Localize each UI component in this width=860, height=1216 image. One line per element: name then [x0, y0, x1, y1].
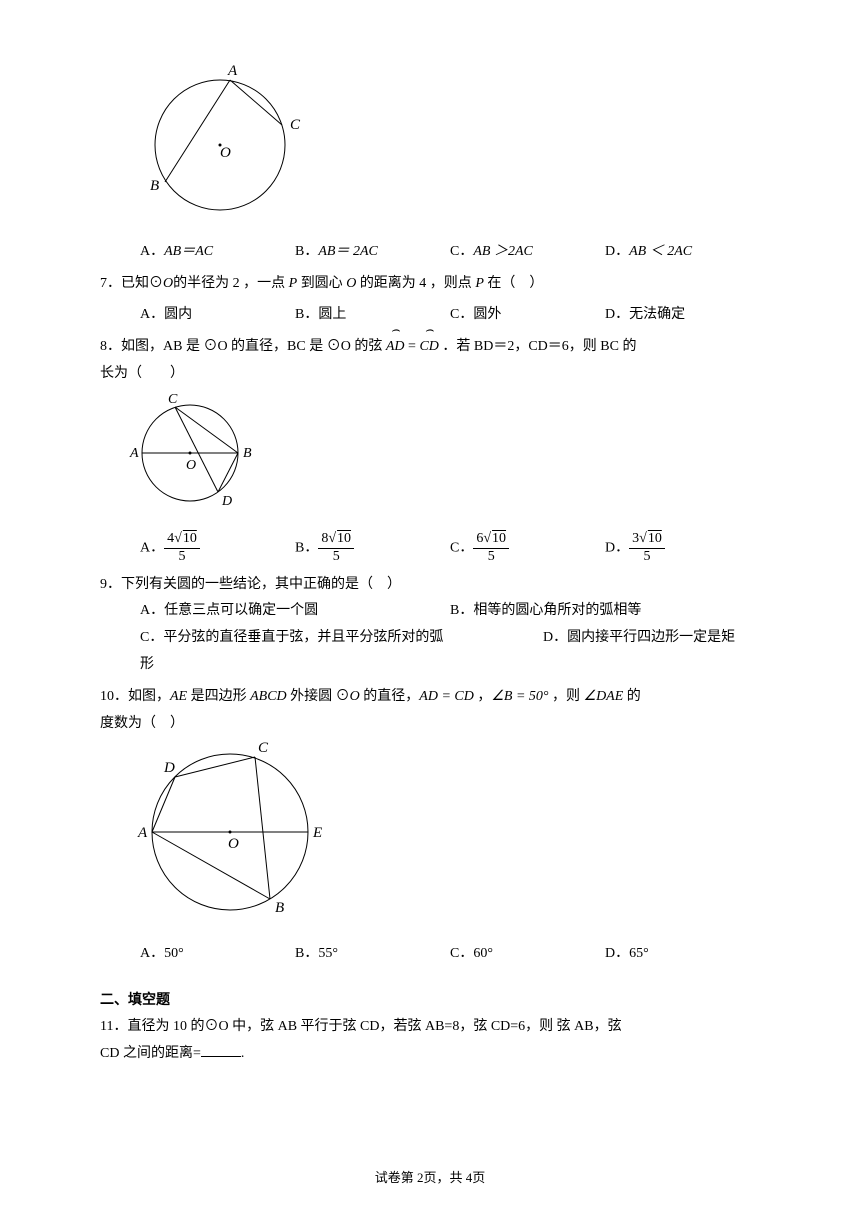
svg-text:C: C: [258, 742, 269, 756]
section-2-header: 二、填空题: [100, 988, 760, 1015]
q11-line1: 11．直径为 10 的⊙O 中，弦 AB 平行于弦 CD，若弦 AB=8，弦 C…: [100, 1014, 760, 1041]
q6-options: A．AB＝AC B．AB＝ 2AC C．AB ＞2AC D．AB ＜ 2AC: [140, 239, 760, 266]
q10-text: 10．如图，AE 是四边形 ABCD 外接圆 ⊙O 的直径，AD = CD ，∠…: [100, 684, 760, 711]
q11-line2: CD 之间的距离=.: [100, 1041, 760, 1068]
q7-opt-c: C．圆外: [450, 302, 605, 329]
q7-text: 7．已知⊙O的半径为 2 ，一点 P 到圆心 O 的距离为 4 ，则点 P 在（…: [100, 271, 760, 298]
q6-opt-b: B．AB＝ 2AC: [295, 239, 450, 266]
q10-opt-c: C．60°: [450, 941, 605, 968]
q7-opt-d: D．无法确定: [605, 302, 760, 329]
svg-text:A: A: [137, 825, 148, 841]
q9-options: A．任意三点可以确定一个圆 B．相等的圆心角所对的弧相等 C．平分弦的直径垂直于…: [140, 598, 760, 678]
q8-figure: A B C D O: [120, 393, 760, 524]
svg-text:O: O: [228, 836, 239, 852]
q6-figure: A B C O: [120, 65, 760, 231]
svg-text:A: A: [129, 446, 139, 461]
q8-opt-b: B．8√105: [295, 531, 450, 566]
svg-text:D: D: [221, 494, 232, 509]
q9-opt-c: C．平分弦的直径垂直于弦，并且平分弦所对的弧: [140, 625, 543, 652]
page-footer: 试卷第 2页，共 4页: [0, 1166, 860, 1191]
q9-opt-b: B．相等的圆心角所对的弧相等: [450, 598, 760, 625]
q6-svg: A B C O: [120, 65, 320, 220]
q7-opt-a: A．圆内: [140, 302, 295, 329]
q8-opt-a: A．4√105: [140, 531, 295, 566]
svg-text:O: O: [220, 145, 231, 161]
q10-figure: A E D C B O: [120, 742, 760, 933]
q8-opt-c: C．6√105: [450, 531, 605, 566]
q9-opt-a: A．任意三点可以确定一个圆: [140, 598, 450, 625]
q10-text-2: 度数为（ ）: [100, 711, 760, 738]
svg-text:B: B: [243, 446, 252, 461]
svg-text:D: D: [163, 760, 175, 776]
svg-text:O: O: [186, 458, 196, 473]
q8-options: A．4√105 B．8√105 C．6√105 D．3√105: [140, 531, 760, 566]
q9-text: 9．下列有关圆的一些结论，其中正确的是（ ）: [100, 572, 760, 599]
q10-opt-b: B．55°: [295, 941, 450, 968]
q8-text: 8．如图，AB 是 ⊙O 的直径，BC 是 ⊙O 的弦 AD = CD ．若 B…: [100, 334, 760, 361]
q8-text-2: 长为（ ）: [100, 361, 760, 388]
q11-blank: [201, 1043, 241, 1057]
svg-text:C: C: [168, 393, 178, 407]
svg-text:B: B: [150, 178, 159, 194]
q8-opt-d: D．3√105: [605, 531, 760, 566]
q10-options: A．50° B．55° C．60° D．65°: [140, 941, 760, 968]
svg-text:B: B: [275, 900, 284, 916]
q8-svg: A B C D O: [120, 393, 270, 513]
q6-opt-d: D．AB ＜ 2AC: [605, 239, 760, 266]
q9-opt-d: D．圆内接平行四边形一定是矩: [543, 625, 760, 652]
svg-text:A: A: [227, 65, 238, 79]
q6-opt-c: C．AB ＞2AC: [450, 239, 605, 266]
q7-options: A．圆内 B．圆上 C．圆外 D．无法确定: [140, 302, 760, 329]
q10-opt-a: A．50°: [140, 941, 295, 968]
svg-text:C: C: [290, 117, 301, 133]
q9-opt-d-cont: 形: [140, 652, 760, 679]
q10-svg: A E D C B O: [120, 742, 340, 922]
svg-text:E: E: [312, 825, 322, 841]
q10-opt-d: D．65°: [605, 941, 760, 968]
q6-opt-a: A．AB＝AC: [140, 239, 295, 266]
